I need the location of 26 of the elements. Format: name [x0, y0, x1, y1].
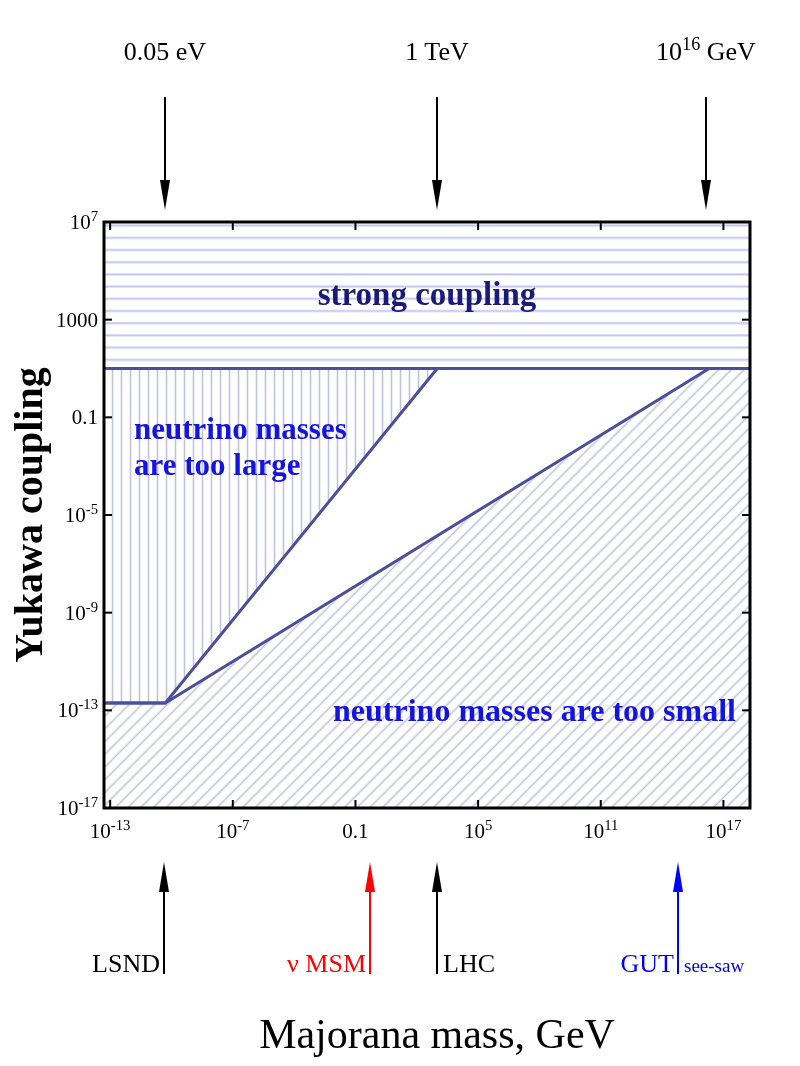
y-axis-title: Yukawa coupling: [6, 367, 51, 663]
x-tick-label: 10$^{-13}$: [89, 817, 131, 843]
text: see-saw: [684, 955, 745, 976]
y-tick-label: 10$^{7}$: [69, 208, 98, 234]
x-tick-label: 10$^{-7}$: [216, 817, 250, 843]
text: LSND: [92, 949, 160, 978]
x-tick-label: 10$^{5}$: [463, 817, 493, 843]
text: 1 TeV: [405, 37, 469, 66]
y-tick-label: 10$^{-5}$: [64, 501, 98, 527]
band-label: strong coupling: [317, 276, 537, 313]
text: 0.05 eV: [123, 37, 207, 66]
x-axis-title: Majorana mass, GeV: [259, 1011, 615, 1057]
series-label: neutrino masses are too small: [333, 691, 737, 728]
x-tick-label: 0.1: [342, 819, 369, 843]
series-label: neutrino masses are too large: [134, 410, 347, 482]
x-tick-label: 10$^{11}$: [583, 817, 619, 843]
text: ν MSM: [287, 949, 366, 978]
x-tick-label: 10$^{17}$: [705, 817, 742, 843]
y-tick-label: 10$^{-9}$: [64, 598, 98, 625]
y-tick-label: 10$^{-17}$: [57, 794, 98, 820]
text: 10$^{16}$ GeV: [656, 34, 757, 66]
y-tick-label: 1000: [56, 307, 98, 332]
y-tick-label: 10$^{-13}$: [57, 696, 98, 723]
text: GUT: [620, 949, 675, 978]
y-tick-label: 0.1: [71, 405, 98, 430]
text: LHC: [443, 949, 495, 978]
